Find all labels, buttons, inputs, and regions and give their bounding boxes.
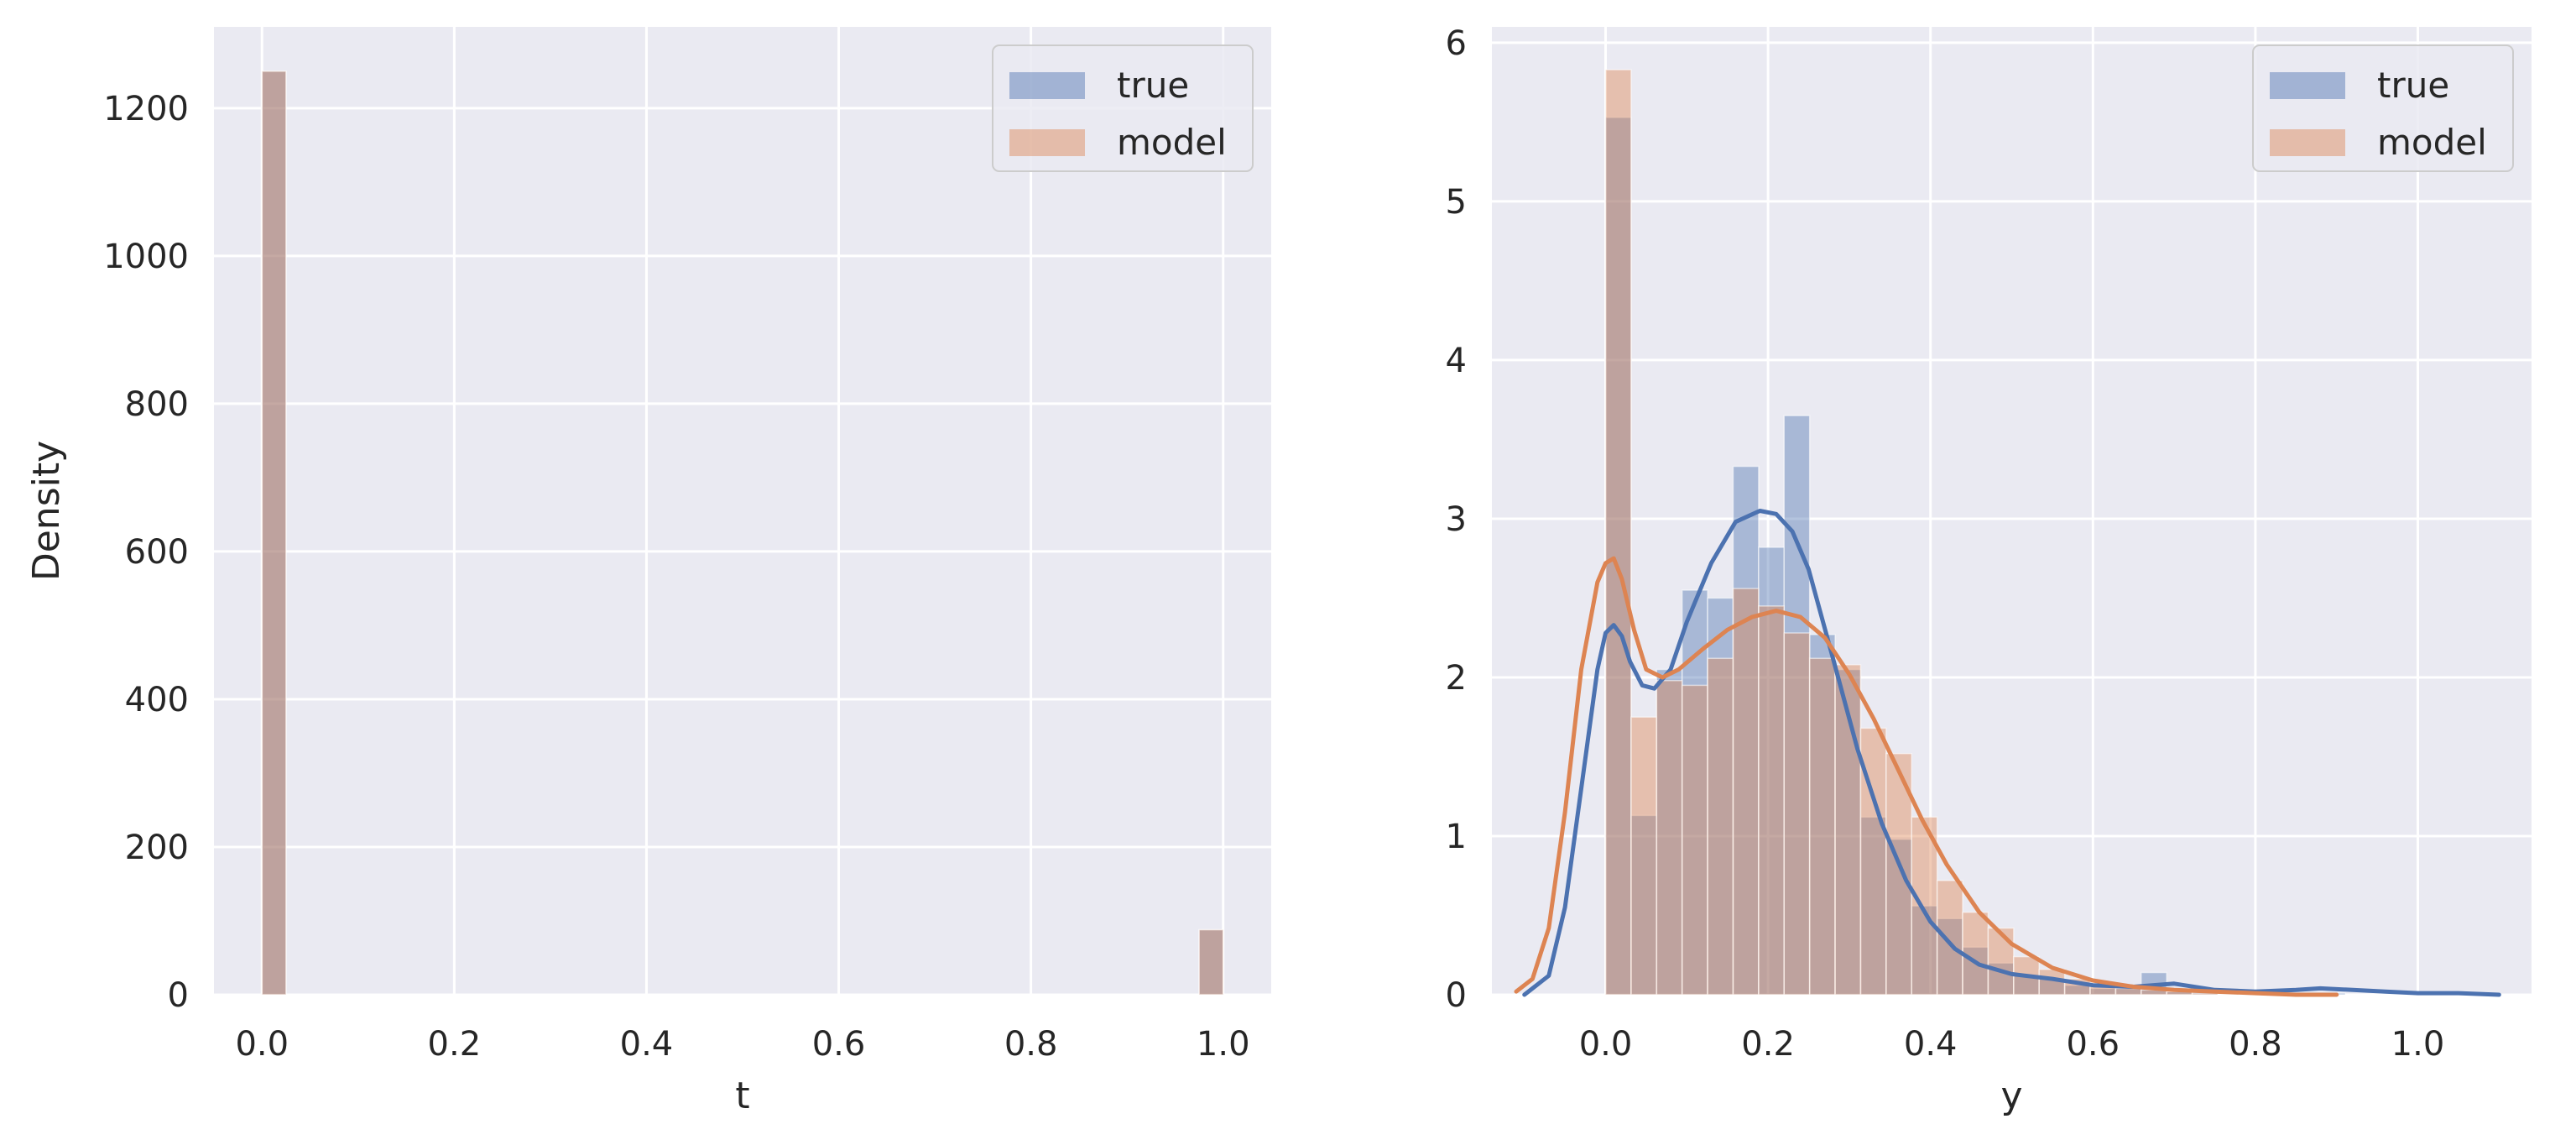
x-axis-label: y [2000, 1074, 2022, 1117]
histogram-bar-true [1758, 546, 1786, 996]
legend-label-model: model [1117, 122, 1227, 163]
histogram-bar-model [1198, 928, 1224, 996]
legend-box [992, 44, 1254, 172]
y-tick-label: 1200 [103, 90, 189, 128]
x-tick-label: 0.2 [428, 1025, 482, 1064]
plot-background [1492, 27, 2532, 995]
legend-swatch-true [2270, 72, 2345, 99]
y-tick-label: 0 [1446, 976, 1467, 1015]
legend-swatch-true [1009, 72, 1085, 99]
histogram-bar-model [1783, 632, 1811, 996]
histogram-bar-model [1936, 880, 1963, 996]
x-tick-label: 0.0 [235, 1025, 289, 1064]
histogram-bar-model [1758, 605, 1786, 996]
histogram-bar-model [1987, 927, 2015, 996]
x-axis-label: t [735, 1074, 749, 1117]
histogram-bar-true [1783, 415, 1811, 996]
y-tick-label: 1000 [103, 238, 189, 276]
y-tick-label: 6 [1446, 24, 1467, 63]
x-tick-label: 0.6 [812, 1025, 866, 1064]
y-tick-label: 200 [125, 829, 189, 867]
x-tick-label: 0.4 [620, 1025, 674, 1064]
plot-background [214, 27, 1271, 995]
histogram-bar-true [1834, 668, 1862, 996]
y-tick-label: 2 [1446, 659, 1467, 698]
legend-label-true: true [2377, 65, 2449, 106]
histogram-bar-model [1604, 69, 1632, 996]
histogram-bar-model [1911, 816, 1938, 996]
y-axis-label: Density [25, 441, 68, 581]
y-tick-label: 600 [125, 533, 189, 572]
y-tick-label: 800 [125, 385, 189, 424]
y-tick-label: 5 [1446, 183, 1467, 222]
histogram-bar-model [1962, 911, 1989, 996]
histogram-bar-model [1707, 657, 1734, 996]
legend-swatch-model [1009, 129, 1085, 156]
x-tick-label: 0.0 [1579, 1025, 1633, 1064]
histogram-bar-model [1656, 679, 1683, 996]
x-tick-label: 0.6 [2066, 1025, 2120, 1064]
legend-swatch-model [2270, 129, 2345, 156]
histogram-bar-model [1808, 657, 1836, 996]
kde-line-true [1522, 509, 2501, 997]
histogram-bar-model [2115, 987, 2142, 996]
legend-label-model: model [2377, 122, 2487, 163]
right-histogram-kde-panel: 0.0 0.2 0.4 0.6 0.8 1.0 0 1 2 3 4 5 6 y true model [1446, 24, 2532, 1117]
histogram-bar-model [1732, 588, 1760, 996]
y-tick-label: 400 [125, 681, 189, 719]
x-tick-label: 0.4 [1904, 1025, 1958, 1064]
histogram-bar-model [1630, 716, 1658, 996]
kde-line-model [1514, 556, 2339, 997]
histogram-bar-true [1911, 905, 1938, 996]
x-tick-label: 1.0 [1197, 1025, 1250, 1064]
x-tick-label: 0.8 [1004, 1025, 1058, 1064]
legend-label-true: true [1117, 65, 1189, 106]
y-tick-label: 4 [1446, 342, 1467, 380]
histogram-bar-model [1681, 684, 1708, 996]
x-tick-label: 0.8 [2229, 1025, 2282, 1064]
y-tick-label: 3 [1446, 500, 1467, 539]
histogram-bar-model [261, 71, 287, 996]
x-tick-label: 1.0 [2391, 1025, 2445, 1064]
legend-box [2252, 44, 2514, 172]
y-tick-label: 1 [1446, 818, 1467, 856]
histogram-bar-true [1808, 634, 1836, 996]
x-tick-label: 0.2 [1741, 1025, 1795, 1064]
left-histogram-panel: 0.0 0.2 0.4 0.6 0.8 1.0 0 200 400 600 800 1000 1200 t… [25, 27, 1271, 1117]
y-tick-label: 0 [168, 976, 189, 1015]
